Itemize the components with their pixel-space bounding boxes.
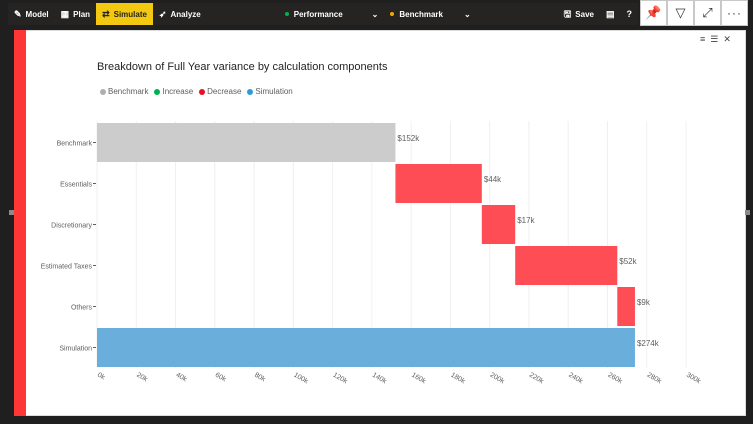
legend-item-simulation[interactable]: Simulation [247,87,293,96]
x-tick-label: 100k [292,372,309,386]
x-tick-label: 300k [685,372,702,386]
more-options-icon[interactable]: ··· [721,0,748,26]
x-tick-label: 240k [567,372,584,386]
legend-dot-icon [247,88,254,95]
visual-header-icons: 📌 ▽ ⤢ ··· [640,0,748,26]
legend-label: Increase [162,87,194,96]
chart-legend: Benchmark Increase Decrease Simulation [100,87,293,96]
resize-handle-right[interactable] [745,210,750,215]
close-icon[interactable]: ✕ [723,34,731,44]
x-tick-label: 140k [371,372,388,386]
x-tick-label: 280k [646,372,663,386]
resize-handle-left[interactable] [9,210,14,215]
data-label: $152k [397,134,420,143]
filter-icon[interactable]: ▽ [667,0,694,26]
data-label: $52k [619,257,637,266]
pin-icon[interactable]: 📌 [640,0,667,26]
analyze-icon: ➶ [158,8,167,19]
simulate-button[interactable]: ⇄ Simulate [96,3,153,25]
chevron-down-icon: ⌄ [463,9,471,19]
save-icon: 🖫 [563,8,572,19]
x-tick-label: 120k [332,372,349,386]
bar-essentials[interactable] [395,164,482,203]
performance-label: Performance [293,9,343,19]
visual-menu: ≡ ☰ ✕ [700,34,731,45]
category-label: Simulation [59,346,92,353]
x-tick-label: 220k [528,372,545,386]
legend-item-increase[interactable]: Increase [154,87,193,96]
analyze-label: Analyze [170,9,201,19]
focus-mode-icon[interactable]: ⤢ [694,0,721,26]
category-label: Discretionary [51,223,92,230]
chevron-down-icon: ⌄ [371,9,379,19]
legend-item-decrease[interactable]: Decrease [199,87,241,96]
menu-icon[interactable]: ☰ [710,34,719,44]
x-tick-label: 40k [175,372,189,384]
x-tick-label: 260k [606,372,623,386]
x-tick-label: 160k [410,372,427,386]
legend-label: Benchmark [108,87,149,96]
chart-title: Breakdown of Full Year variance by calcu… [97,61,388,73]
legend-dot-icon [199,88,206,95]
x-tick-label: 60k [214,372,228,384]
x-tick-label: 180k [449,372,466,386]
category-label: Others [71,305,93,312]
analyze-button[interactable]: ➶ Analyze [153,3,207,25]
comment-button[interactable]: ▤ [600,3,621,25]
data-label: $44k [484,175,502,184]
benchmark-selector[interactable]: Benchmark ⌄ [384,3,476,25]
legend-item-benchmark[interactable]: Benchmark [100,87,148,96]
performance-dot-icon [284,12,289,16]
toolbar: ✎ Model ▦ Plan ⇄ Simulate ➶ Analyze Perf… [8,3,638,25]
x-tick-label: 0k [96,372,106,382]
legend-label: Decrease [207,87,242,96]
save-label: Save [575,9,594,19]
category-label: Essentials [60,182,92,189]
bar-estimated-taxes[interactable] [515,246,618,285]
edit-icon: ✎ [14,8,22,19]
simulate-icon: ⇄ [102,8,110,19]
legend-dot-icon [100,88,106,95]
plan-button[interactable]: ▦ Plan [55,3,96,25]
bar-benchmark[interactable] [97,123,396,162]
x-tick-label: 80k [253,372,267,384]
category-label: Estimated Taxes [41,264,93,271]
bar-others[interactable] [617,287,635,326]
comment-icon: ▤ [605,8,615,19]
benchmark-dot-icon [390,12,395,16]
legend-dot-icon [154,88,161,95]
help-button[interactable]: ? [621,3,639,25]
legend-label: Simulation [255,87,293,96]
data-label: $17k [517,216,535,225]
data-label: $274k [637,339,660,348]
model-label: Model [25,9,49,19]
help-icon: ? [626,8,633,19]
data-label: $9k [637,298,651,307]
save-button[interactable]: 🖫 Save [558,3,600,25]
x-tick-label: 200k [489,372,506,386]
filter-pane-icon[interactable]: ≡ [700,34,706,44]
category-label: Benchmark [57,141,93,148]
benchmark-label: Benchmark [399,9,443,19]
table-icon: ▦ [60,8,70,19]
performance-selector[interactable]: Performance ⌄ [279,3,385,25]
bar-discretionary[interactable] [481,205,516,244]
bar-simulation[interactable] [97,328,635,367]
plan-label: Plan [73,9,91,19]
simulate-label: Simulate [113,9,147,19]
accent-strip [14,30,26,416]
model-button[interactable]: ✎ Model [8,3,55,25]
x-tick-label: 20k [135,372,149,384]
